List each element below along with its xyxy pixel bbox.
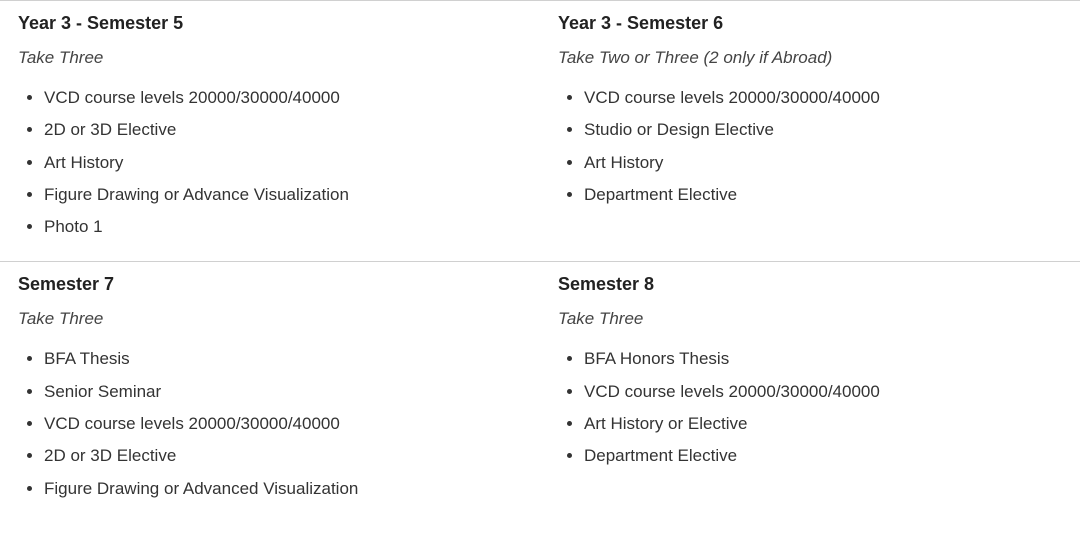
semester-subtitle: Take Two or Three (2 only if Abroad) <box>558 48 1062 68</box>
semester-title: Year 3 - Semester 5 <box>18 13 522 34</box>
course-item: BFA Thesis <box>44 343 522 375</box>
course-item: Photo 1 <box>44 211 522 243</box>
course-item: BFA Honors Thesis <box>584 343 1062 375</box>
course-item: Art History or Elective <box>584 408 1062 440</box>
course-item: Department Elective <box>584 179 1062 211</box>
course-item: VCD course levels 20000/30000/40000 <box>584 82 1062 114</box>
semester-subtitle: Take Three <box>558 309 1062 329</box>
semester-title: Semester 7 <box>18 274 522 295</box>
course-item: Senior Seminar <box>44 376 522 408</box>
semester-title: Semester 8 <box>558 274 1062 295</box>
course-list: BFA ThesisSenior SeminarVCD course level… <box>18 343 522 504</box>
curriculum-grid: Year 3 - Semester 5 Take Three VCD course … <box>0 0 1080 523</box>
semester-column: Year 3 - Semester 6 Take Two or Three (2 … <box>540 1 1080 261</box>
course-list: VCD course levels 20000/30000/40000Studi… <box>558 82 1062 211</box>
course-item: Department Elective <box>584 440 1062 472</box>
semester-column: Semester 7 Take Three BFA ThesisSenior Sem… <box>0 262 540 522</box>
semester-subtitle: Take Three <box>18 48 522 68</box>
course-item: Studio or Design Elective <box>584 114 1062 146</box>
course-item: Art History <box>584 147 1062 179</box>
semester-subtitle: Take Three <box>18 309 522 329</box>
course-list: VCD course levels 20000/30000/400002D or… <box>18 82 522 243</box>
semester-title: Year 3 - Semester 6 <box>558 13 1062 34</box>
course-item: Figure Drawing or Advance Visualization <box>44 179 522 211</box>
semester-row: Semester 7 Take Three BFA ThesisSenior Sem… <box>0 261 1080 522</box>
course-list: BFA Honors ThesisVCD course levels 20000… <box>558 343 1062 472</box>
course-item: VCD course levels 20000/30000/40000 <box>44 408 522 440</box>
semester-row: Year 3 - Semester 5 Take Three VCD course … <box>0 0 1080 261</box>
course-item: Art History <box>44 147 522 179</box>
semester-column: Year 3 - Semester 5 Take Three VCD course … <box>0 1 540 261</box>
semester-column: Semester 8 Take Three BFA Honors ThesisVCD… <box>540 262 1080 522</box>
course-item: VCD course levels 20000/30000/40000 <box>44 82 522 114</box>
course-item: 2D or 3D Elective <box>44 440 522 472</box>
course-item: VCD course levels 20000/30000/40000 <box>584 376 1062 408</box>
course-item: 2D or 3D Elective <box>44 114 522 146</box>
course-item: Figure Drawing or Advanced Visualization <box>44 473 522 505</box>
